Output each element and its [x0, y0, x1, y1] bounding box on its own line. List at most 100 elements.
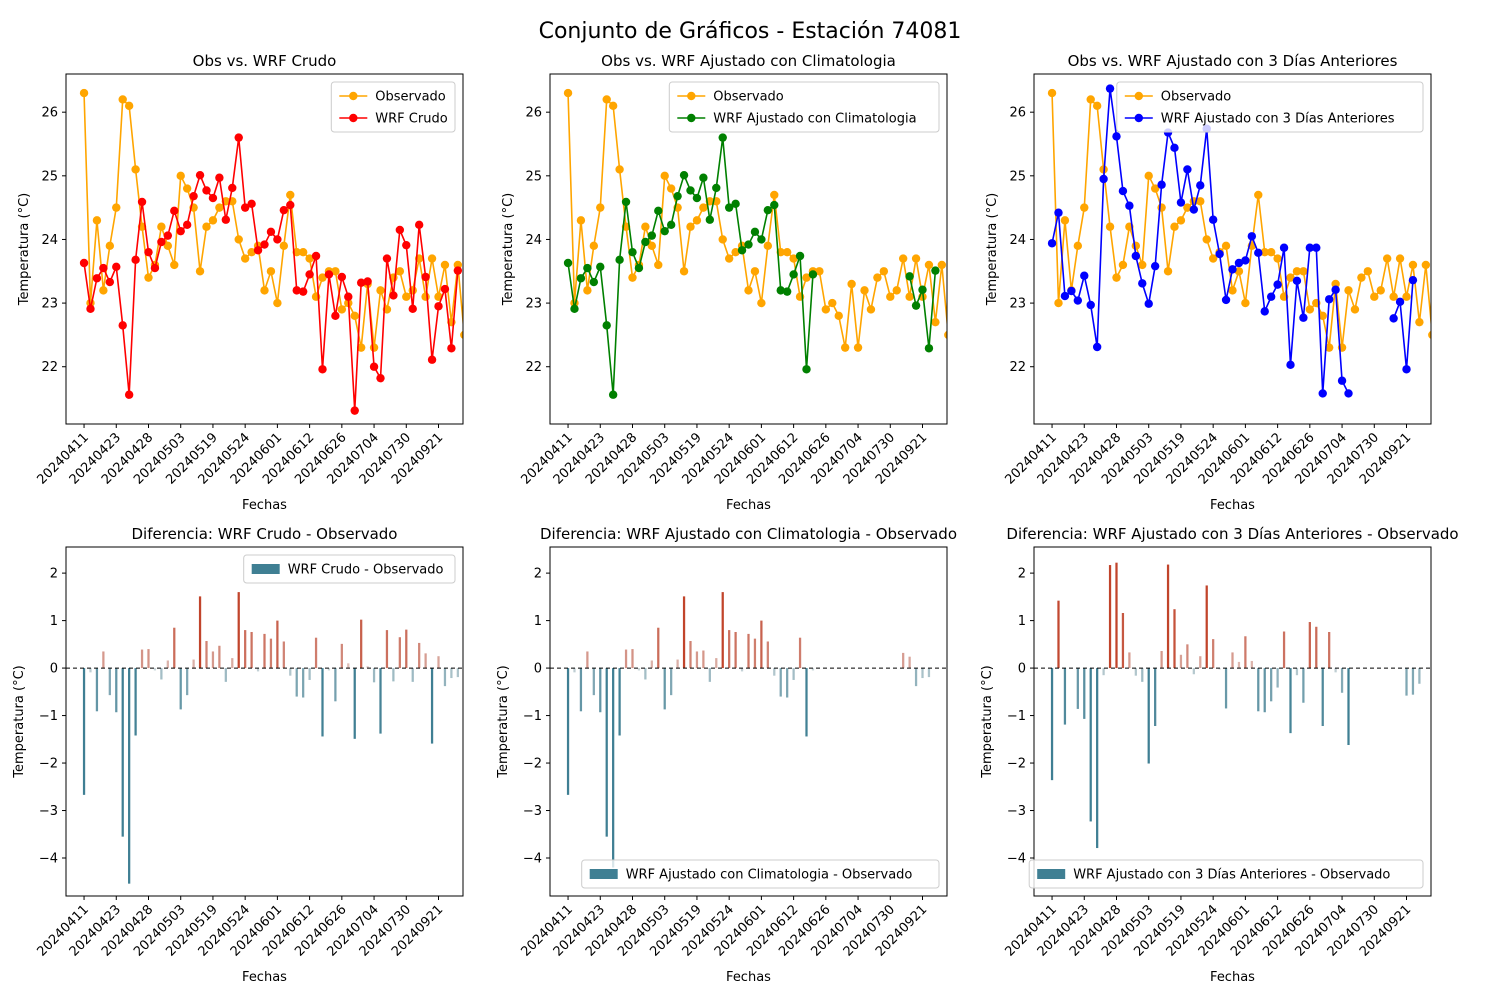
- bar: [708, 668, 711, 682]
- data-point: [460, 330, 463, 339]
- data-point: [763, 205, 773, 215]
- bar: [263, 633, 266, 669]
- bar: [321, 668, 324, 737]
- data-point: [1144, 171, 1153, 181]
- data-point: [666, 220, 676, 230]
- data-point: [382, 254, 392, 263]
- y-tick-label: 24: [525, 233, 542, 248]
- data-point: [692, 216, 702, 225]
- data-point: [389, 291, 398, 300]
- data-point: [408, 304, 417, 314]
- bar: [302, 668, 305, 698]
- data-point: [589, 277, 599, 287]
- legend-label: Observado: [1161, 90, 1232, 105]
- bar: [366, 666, 369, 669]
- bar: [637, 668, 641, 671]
- data-point: [427, 355, 437, 364]
- axes-frame: [549, 73, 948, 425]
- data-point: [873, 273, 882, 282]
- bar: [82, 668, 86, 795]
- data-point: [770, 190, 779, 200]
- data-point: [1247, 232, 1257, 241]
- bar: [689, 641, 692, 669]
- plot-area: [82, 592, 459, 884]
- bar: [805, 668, 808, 737]
- bar: [424, 653, 427, 669]
- data-point: [92, 274, 102, 283]
- data-point: [757, 298, 766, 308]
- bar: [198, 596, 202, 669]
- y-tick-label: 26: [41, 106, 58, 121]
- data-point: [298, 287, 308, 296]
- bar: [450, 668, 453, 679]
- data-point: [1073, 241, 1083, 251]
- data-point: [1189, 205, 1199, 214]
- data-point: [660, 171, 669, 181]
- data-point: [1183, 165, 1192, 174]
- y-tick-label: −4: [1007, 852, 1026, 867]
- legend-label: WRF Ajustado con Climatologia - Observad…: [626, 868, 913, 883]
- data-point: [247, 247, 256, 257]
- data-point: [170, 260, 179, 270]
- data-point: [1382, 254, 1392, 263]
- data-point: [363, 277, 372, 286]
- data-point: [1415, 317, 1424, 327]
- legend-marker: [1134, 91, 1144, 101]
- data-point: [350, 406, 359, 415]
- bar: [740, 668, 744, 672]
- bar: [760, 620, 763, 669]
- bar: [1057, 600, 1060, 669]
- data-point: [356, 343, 366, 352]
- bar: [166, 660, 169, 669]
- legend: WRF Crudo - Observado: [243, 554, 456, 584]
- data-point: [240, 254, 250, 263]
- bar: [405, 629, 408, 669]
- bar: [792, 668, 795, 680]
- bar: [256, 668, 260, 672]
- data-point: [1150, 184, 1160, 193]
- data-point: [647, 241, 657, 251]
- data-point: [834, 311, 843, 321]
- data-point: [641, 237, 650, 247]
- data-point: [1092, 342, 1102, 352]
- bar: [1141, 668, 1144, 682]
- data-point: [311, 251, 321, 261]
- chart-title: Diferencia: WRF Crudo - Observado: [132, 525, 398, 543]
- data-point: [163, 241, 173, 251]
- bar: [773, 668, 776, 676]
- data-point: [1170, 222, 1179, 231]
- data-point: [1273, 280, 1282, 289]
- bar: [1315, 626, 1318, 669]
- data-point: [1337, 376, 1347, 385]
- data-point: [1324, 295, 1334, 304]
- y-tick-label: 1: [1018, 614, 1026, 629]
- data-point: [821, 305, 831, 314]
- data-point: [718, 133, 727, 142]
- data-point: [1402, 292, 1411, 301]
- data-point: [208, 193, 218, 203]
- bar: [231, 658, 234, 669]
- bar: [411, 668, 414, 682]
- bar: [1050, 668, 1054, 781]
- data-point: [692, 193, 702, 203]
- data-point: [931, 266, 940, 275]
- data-point: [1131, 241, 1141, 251]
- bar: [140, 649, 144, 669]
- data-point: [1196, 181, 1205, 190]
- data-point: [369, 362, 379, 371]
- bar: [650, 660, 653, 669]
- data-point: [1105, 84, 1115, 93]
- bar: [1192, 668, 1195, 675]
- data-point: [608, 390, 618, 399]
- bar: [1186, 644, 1189, 669]
- bar: [121, 668, 124, 837]
- data-point: [1176, 198, 1186, 207]
- data-point: [402, 240, 411, 250]
- data-point: [724, 254, 734, 263]
- bar: [128, 668, 131, 884]
- bar: [160, 668, 163, 680]
- data-point: [782, 247, 792, 257]
- legend: WRF Ajustado con Climatologia - Observad…: [581, 859, 940, 889]
- data-point: [1241, 298, 1250, 308]
- data-point: [1054, 298, 1063, 308]
